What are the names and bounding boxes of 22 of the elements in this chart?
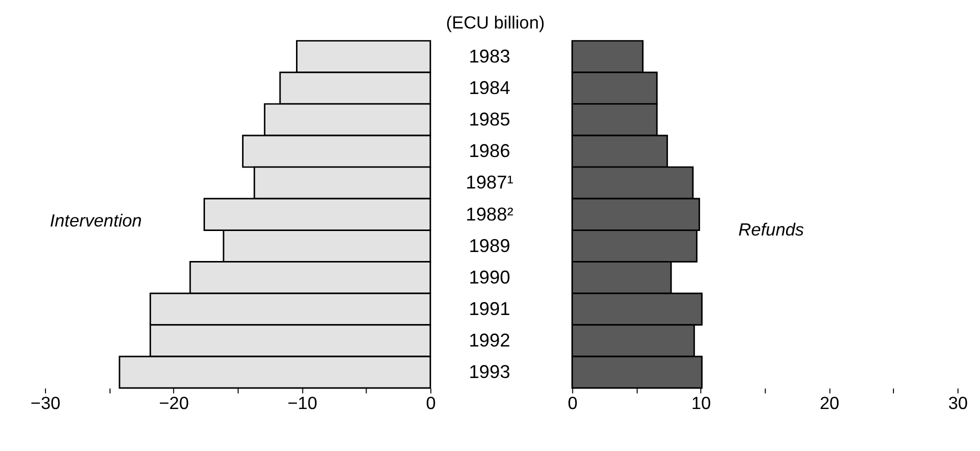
x-tick-label: −20: [159, 393, 190, 414]
x-tick-label: −10: [287, 393, 318, 414]
y-tick-label: 1986: [468, 140, 510, 162]
y-tick-label: 1987¹: [466, 172, 514, 193]
y-tick-label: 1992: [468, 330, 510, 351]
x-tick-label: 30: [948, 393, 968, 414]
y-tick-label: 1991: [468, 298, 510, 319]
x-tick-label: 0: [426, 393, 436, 414]
y-tick-label: 1988²: [466, 203, 514, 224]
y-tick-label: 1983: [468, 45, 510, 66]
x-tick-label: 20: [820, 393, 840, 414]
x-tick-label: 0: [568, 393, 578, 414]
y-tick-label: 1993: [468, 361, 510, 382]
text: Intervention: [50, 210, 142, 231]
x-tick-label: −30: [30, 393, 61, 414]
y-tick-label: 1984: [468, 77, 510, 98]
y-tick-label: 1985: [468, 108, 510, 130]
y-tick-label: 1989: [468, 234, 510, 256]
y-tick-label: 1990: [468, 266, 510, 288]
chart-title: (ECU billion): [446, 12, 545, 32]
x-tick-label: 10: [691, 393, 712, 414]
text: Refunds: [738, 219, 804, 240]
